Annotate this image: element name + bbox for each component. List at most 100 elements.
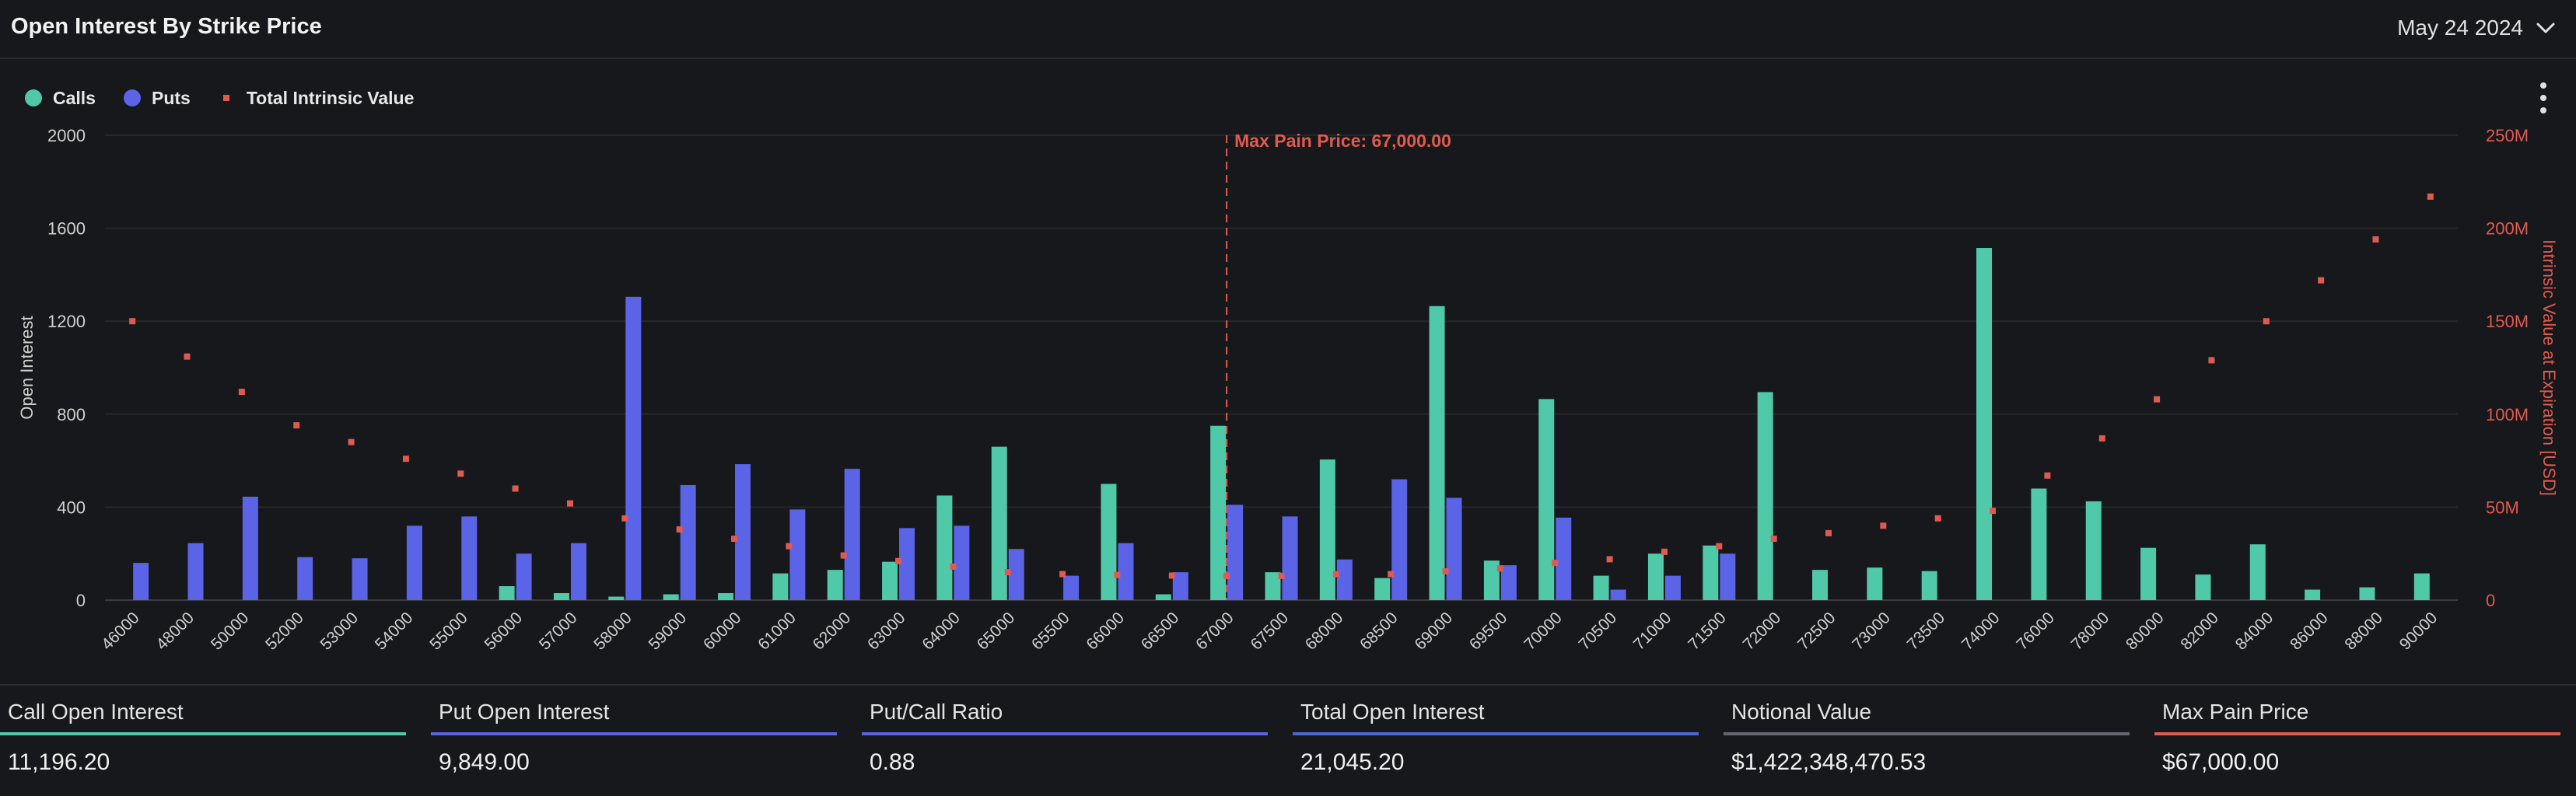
- puts-bar: [1610, 589, 1626, 600]
- puts-bar: [133, 563, 149, 600]
- stat-accent-bar: [2154, 732, 2560, 735]
- x-tick-label: 57000: [536, 609, 581, 654]
- calls-bar: [772, 573, 789, 600]
- stat-label: Put/Call Ratio: [870, 700, 1003, 724]
- intrinsic-value-point: [2263, 318, 2270, 325]
- intrinsic-value-point: [402, 456, 409, 463]
- calls-bar: [663, 594, 679, 600]
- intrinsic-value-point: [1004, 569, 1011, 576]
- y-tick-label: 800: [57, 405, 86, 424]
- legend-item-puts[interactable]: Puts: [123, 87, 191, 109]
- stat-notional-value: Notional Value $1,422,348,470.53: [1724, 696, 2130, 776]
- legend-label: Puts: [151, 87, 191, 108]
- calls-bar: [991, 446, 1007, 600]
- calls-bar: [2195, 574, 2211, 600]
- intrinsic-value-point: [1496, 565, 1503, 572]
- stat-put-open-interest: Put Open Interest 9,849.00: [431, 696, 837, 776]
- x-tick-label: 71000: [1630, 609, 1675, 654]
- legend-item-calls[interactable]: Calls: [25, 88, 96, 109]
- stat-value: 21,045.20: [1300, 749, 1405, 775]
- stat-label: Put Open Interest: [439, 700, 610, 724]
- stat-call-open-interest: Call Open Interest 11,196.20: [0, 696, 406, 776]
- expiry-date-dropdown[interactable]: May 24 2024: [2397, 11, 2557, 45]
- legend-label: Total Intrinsic Value: [246, 87, 415, 108]
- x-tick-label: 62000: [810, 609, 855, 654]
- intrinsic-value-point: [2427, 193, 2434, 200]
- calls-bar: [1921, 571, 1937, 600]
- calls-bar: [827, 570, 843, 600]
- y2-tick-label: 50M: [2486, 498, 2519, 517]
- intrinsic-value-point: [2154, 396, 2161, 403]
- puts-bar: [899, 528, 915, 600]
- intrinsic-value-point: [2372, 236, 2379, 243]
- puts-bar: [1063, 575, 1080, 600]
- y-axis-title: Open Interest: [17, 316, 37, 419]
- calls-bar: [2031, 488, 2047, 600]
- stat-label: Max Pain Price: [2162, 700, 2309, 724]
- calls-bar: [1265, 572, 1281, 600]
- x-tick-label: 68500: [1356, 609, 1402, 654]
- x-tick-label: 66500: [1138, 609, 1183, 654]
- stat-accent-bar: [431, 732, 837, 735]
- y-tick-label: 1600: [47, 219, 86, 239]
- stat-accent-bar: [1724, 732, 2130, 735]
- puts-bar: [625, 296, 642, 600]
- x-tick-label: 69500: [1466, 609, 1511, 654]
- x-tick-label: 60000: [700, 609, 745, 654]
- calls-bar: [1429, 305, 1445, 600]
- x-tick-label: 73500: [1904, 609, 1949, 654]
- stat-value: 0.88: [870, 749, 915, 775]
- x-tick-label: 90000: [2396, 609, 2441, 654]
- intrinsic-value-point: [2208, 357, 2215, 364]
- x-tick-label: 54000: [372, 609, 417, 654]
- intrinsic-value-point: [1552, 560, 1559, 567]
- intrinsic-value-point: [129, 318, 136, 325]
- open-interest-chart: 0 400 800 1200 1600 2000 0 50M 100M 150M 200M 250M O…: [17, 126, 2559, 654]
- intrinsic-value-marker: [222, 95, 229, 101]
- intrinsic-value-point: [1880, 522, 1887, 529]
- x-tick-label: 76000: [2013, 609, 2058, 654]
- calls-bar: [499, 586, 515, 600]
- legend-item-intrinsic-value[interactable]: Total Intrinsic Value: [219, 87, 415, 109]
- puts-bar: [1172, 572, 1188, 600]
- puts-bar: [406, 525, 422, 600]
- intrinsic-value-point: [621, 515, 628, 522]
- puts-bar: [1282, 516, 1298, 600]
- x-tick-label: 67000: [1192, 609, 1237, 654]
- x-tick-label: 64000: [919, 609, 964, 654]
- intrinsic-value-point: [731, 536, 738, 543]
- y2-tick-label: 100M: [2486, 405, 2529, 424]
- more-options-icon[interactable]: [2534, 82, 2553, 113]
- stat-value: 11,196.20: [8, 749, 110, 775]
- intrinsic-value-point: [1332, 571, 1339, 578]
- chevron-down-icon: [2536, 23, 2555, 33]
- puts-bar: [1664, 575, 1681, 600]
- intrinsic-value-point: [1388, 571, 1395, 578]
- max-pain-label: Max Pain Price: 67,000.00: [1234, 131, 1451, 151]
- intrinsic-value-point: [2044, 472, 2051, 479]
- x-tick-label: 53000: [317, 609, 362, 654]
- puts-bar: [1008, 549, 1024, 600]
- stat-total-open-interest: Total Open Interest 21,045.20: [1293, 696, 1699, 776]
- intrinsic-value-point: [1278, 572, 1285, 579]
- calls-bar: [1757, 392, 1773, 600]
- stat-value: $1,422,348,470.53: [1731, 749, 1927, 775]
- puts-bar: [1336, 559, 1353, 600]
- x-tick-label: 70500: [1576, 609, 1621, 654]
- puts-bar: [1391, 479, 1408, 600]
- x-tick-label: 65000: [974, 609, 1019, 654]
- x-tick-label: 56000: [481, 609, 527, 654]
- calls-bar: [1483, 560, 1500, 600]
- puts-bar: [844, 469, 860, 600]
- puts-bar: [187, 543, 204, 600]
- stat-label: Notional Value: [1731, 700, 1872, 724]
- intrinsic-value-point: [348, 438, 355, 445]
- intrinsic-value-point: [1442, 567, 1449, 574]
- calls-bar: [2085, 501, 2102, 600]
- calls-bar: [882, 561, 898, 600]
- stat-label: Call Open Interest: [8, 700, 184, 724]
- puts-bar: [1118, 543, 1134, 600]
- calls-bar: [1155, 594, 1171, 600]
- summary-stats: Call Open Interest 11,196.20 Put Open In…: [0, 684, 2576, 796]
- puts-bar: [954, 525, 970, 600]
